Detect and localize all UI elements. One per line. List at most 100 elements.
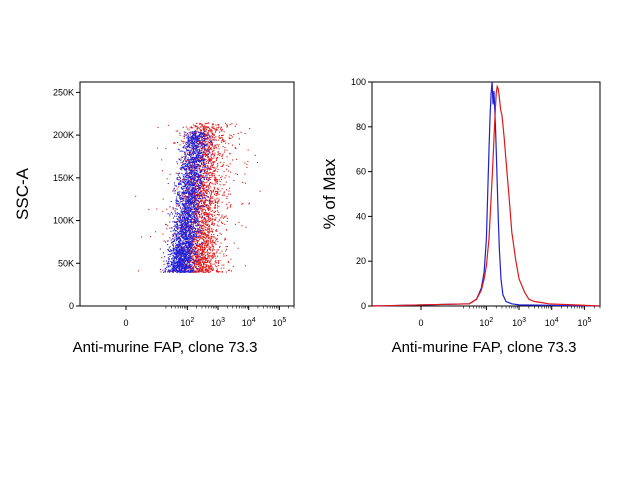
scatter-point [214, 188, 216, 190]
scatter-point [192, 150, 194, 152]
scatter-point [200, 184, 202, 186]
scatter-point [186, 173, 188, 175]
scatter-point [191, 182, 193, 184]
scatter-point [238, 138, 240, 140]
scatter-point [193, 239, 195, 241]
scatter-point [212, 257, 214, 259]
scatter-point [191, 190, 193, 192]
scatter-point [198, 139, 200, 141]
scatter-point [185, 263, 187, 265]
scatter-point [209, 207, 211, 209]
scatter-point [173, 228, 175, 230]
scatter-point [183, 135, 185, 137]
scatter-point [198, 167, 200, 169]
scatter-point [214, 263, 216, 265]
scatter-point [188, 259, 190, 261]
scatter-point [201, 191, 203, 193]
scatter-point [198, 145, 200, 147]
scatter-point [213, 138, 215, 140]
scatter-point [225, 255, 227, 257]
scatter-point [188, 256, 190, 258]
scatter-point [194, 126, 196, 128]
scatter-point [205, 260, 207, 262]
scatter-point [204, 269, 206, 271]
scatter-point [208, 142, 210, 144]
scatter-point [185, 237, 187, 239]
scatter-point [170, 230, 172, 232]
scatter-point [177, 249, 179, 251]
scatter-point [194, 260, 196, 262]
scatter-point [203, 267, 205, 269]
scatter-point [201, 143, 203, 145]
scatter-point [183, 214, 185, 216]
scatter-point [196, 138, 198, 140]
scatter-point [200, 155, 202, 157]
scatter-point [182, 196, 184, 198]
scatter-point [196, 167, 198, 169]
scatter-point [190, 242, 192, 244]
scatter-point [218, 139, 220, 141]
scatter-point [247, 160, 249, 162]
scatter-point [204, 240, 206, 242]
scatter-point [193, 260, 195, 262]
scatter-point [196, 253, 198, 255]
scatter-point [204, 182, 206, 184]
scatter-point [201, 158, 203, 160]
scatter-point [176, 261, 178, 263]
scatter-point [198, 203, 200, 205]
scatter-point [183, 179, 185, 181]
scatter-point [194, 183, 196, 185]
scatter-point [192, 188, 194, 190]
scatter-point [205, 226, 207, 228]
scatter-point [201, 138, 203, 140]
scatter-point [182, 241, 184, 243]
scatter-point [210, 219, 212, 221]
scatter-point [203, 194, 205, 196]
scatter-point [183, 178, 185, 180]
scatter-point [201, 231, 203, 233]
scatter-point [199, 244, 201, 246]
scatter-point [183, 164, 185, 166]
scatter-point [182, 216, 184, 218]
scatter-point [167, 270, 169, 272]
scatter-point [199, 135, 201, 137]
scatter-point [224, 140, 226, 142]
scatter-point [190, 162, 192, 164]
scatter-point [202, 157, 204, 159]
scatter-point [210, 267, 212, 269]
scatter-point [189, 176, 191, 178]
scatter-point [231, 144, 233, 146]
scatter-point [205, 221, 207, 223]
scatter-point [201, 196, 203, 198]
scatter-point [197, 205, 199, 207]
scatter-point [227, 217, 229, 219]
scatter-point [184, 223, 186, 225]
scatter-point [175, 229, 177, 231]
scatter-point [190, 214, 192, 216]
scatter-point [188, 199, 190, 201]
scatter-point [188, 270, 190, 272]
scatter-point [171, 258, 173, 260]
scatter-point [202, 138, 204, 140]
scatter-point [195, 200, 197, 202]
scatter-point [203, 177, 205, 179]
scatter-point [179, 251, 181, 253]
scatter-point [219, 181, 221, 183]
scatter-point [138, 270, 140, 272]
scatter-point [207, 165, 209, 167]
scatter-point [194, 130, 196, 132]
scatter-point [185, 257, 187, 259]
scatter-point [171, 241, 173, 243]
scatter-point [190, 192, 192, 194]
scatter-point [212, 252, 214, 254]
scatter-point [191, 164, 193, 166]
scatter-point [182, 220, 184, 222]
scatter-point [186, 249, 188, 251]
scatter-point [192, 165, 194, 167]
scatter-point [192, 138, 194, 140]
scatter-point [186, 264, 188, 266]
scatter-point [180, 232, 182, 234]
scatter-point [182, 162, 184, 164]
scatter-point [217, 271, 219, 273]
scatter-point [182, 194, 184, 196]
